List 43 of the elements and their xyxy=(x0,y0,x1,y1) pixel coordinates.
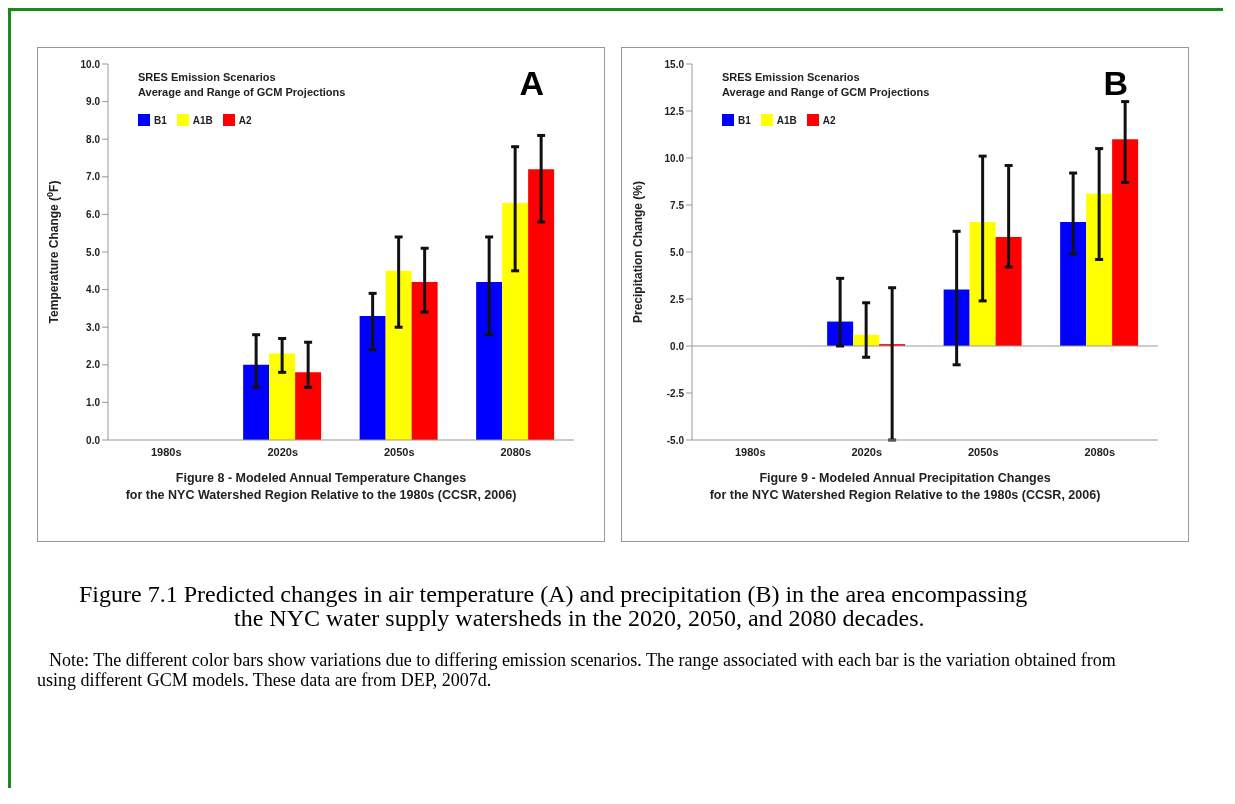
text: Figure 9 - Modeled Annual Precipitation Changes for the NYC Watershed Region Relative to the 1980s (CCSR, 2006) xyxy=(708,470,1102,504)
legend-title: SRES Emission Scenarios Average and Range of GCM Projections xyxy=(722,70,930,100)
legend-label: A1B xyxy=(192,115,213,126)
x-tick-label: 1980s xyxy=(734,445,766,458)
legend-label: A2 xyxy=(238,115,252,126)
y-tick-label: 0.0 xyxy=(670,340,685,352)
y-tick-label: 4.0 xyxy=(86,284,101,296)
y-tick-label: 6.0 xyxy=(86,208,101,220)
y-tick-label: -5.0 xyxy=(666,434,685,446)
y-tick-label: 7.0 xyxy=(86,171,101,183)
x-tick-label: 2050s xyxy=(383,445,415,458)
x-tick-label: 2080s xyxy=(1084,445,1116,458)
y-tick-label: 2.5 xyxy=(670,293,685,305)
text: Note: The different color bars show variations due to differing emission scenarios. The range associated with each bar is the variation obtained from using different GCM models. These data are from DEP, 2007d. xyxy=(37,650,1117,690)
y-axis-title: Precipitation Change (%) xyxy=(631,180,645,324)
y-tick-label: 3.0 xyxy=(86,321,101,333)
x-tick-label: 2020s xyxy=(267,445,299,458)
text: Figure 8 - Modeled Annual Temperature Changes for the NYC Watershed Region Relative to the 1980s (CCSR, 2006) xyxy=(124,470,518,504)
y-tick-label: 0.0 xyxy=(86,434,101,446)
legend-label: A2 xyxy=(822,115,836,126)
legend-label: A1B xyxy=(776,115,797,126)
annotation: A xyxy=(519,64,544,103)
y-tick-label: 8.0 xyxy=(86,133,101,145)
x-tick-label: 1980s xyxy=(150,445,182,458)
y-tick-label: 15.0 xyxy=(664,58,685,70)
annotation: B xyxy=(1103,64,1128,103)
y-tick-label: 10.0 xyxy=(80,58,101,70)
x-tick-label: 2020s xyxy=(851,445,883,458)
y-tick-label: 7.5 xyxy=(670,199,685,211)
y-tick-label: 2.0 xyxy=(86,359,101,371)
legend-label: B1 xyxy=(154,115,167,126)
y-tick-label: -2.5 xyxy=(666,387,685,399)
x-tick-label: 2050s xyxy=(967,445,999,458)
y-tick-label: 5.0 xyxy=(86,246,101,258)
x-tick-label: 2080s xyxy=(500,445,532,458)
y-tick-label: 5.0 xyxy=(670,246,685,258)
y-tick-label: 1.0 xyxy=(86,396,101,408)
y-tick-label: 10.0 xyxy=(664,152,685,164)
legend-label: B1 xyxy=(738,115,751,126)
legend-title: SRES Emission Scenarios Average and Range of GCM Projections xyxy=(138,70,346,100)
caption: Figure 7.1 Predicted changes in air temperature (A) and precipitation (B) in the area encompassing the NYC water supply watersheds in the 2020, 2050, and 2080 decades. xyxy=(78,581,1029,631)
y-tick-label: 9.0 xyxy=(86,96,101,108)
y-tick-label: 12.5 xyxy=(664,105,685,117)
